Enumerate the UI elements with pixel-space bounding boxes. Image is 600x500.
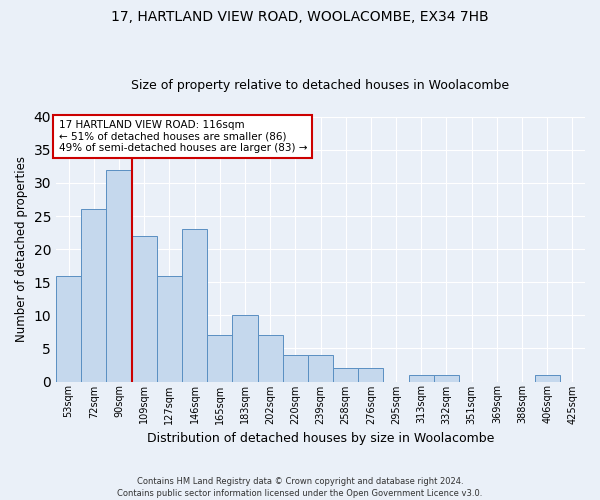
Bar — [434, 375, 459, 382]
Text: 17 HARTLAND VIEW ROAD: 116sqm
← 51% of detached houses are smaller (86)
49% of s: 17 HARTLAND VIEW ROAD: 116sqm ← 51% of d… — [59, 120, 307, 154]
Text: 17, HARTLAND VIEW ROAD, WOOLACOMBE, EX34 7HB: 17, HARTLAND VIEW ROAD, WOOLACOMBE, EX34… — [111, 10, 489, 24]
Bar — [131, 236, 157, 382]
Bar — [535, 375, 560, 382]
Y-axis label: Number of detached properties: Number of detached properties — [15, 156, 28, 342]
Bar — [283, 355, 308, 382]
Bar — [308, 355, 333, 382]
Bar — [333, 368, 358, 382]
Bar — [207, 335, 232, 382]
Title: Size of property relative to detached houses in Woolacombe: Size of property relative to detached ho… — [131, 79, 509, 92]
Bar — [257, 335, 283, 382]
Bar — [106, 170, 131, 382]
Bar — [358, 368, 383, 382]
Bar — [56, 276, 81, 382]
Bar — [157, 276, 182, 382]
Bar — [182, 230, 207, 382]
X-axis label: Distribution of detached houses by size in Woolacombe: Distribution of detached houses by size … — [147, 432, 494, 445]
Bar — [232, 316, 257, 382]
Bar — [409, 375, 434, 382]
Text: Contains HM Land Registry data © Crown copyright and database right 2024.
Contai: Contains HM Land Registry data © Crown c… — [118, 476, 482, 498]
Bar — [81, 210, 106, 382]
